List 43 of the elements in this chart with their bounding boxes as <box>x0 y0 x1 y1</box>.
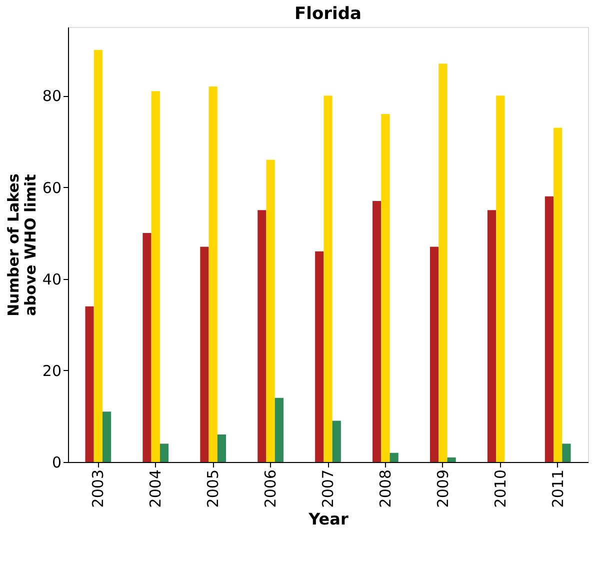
bar <box>332 420 341 462</box>
x-tick-label: 2007 <box>319 470 337 508</box>
bar <box>487 210 496 462</box>
x-tick-label: 2003 <box>89 470 108 508</box>
bar <box>381 114 390 462</box>
bar <box>430 246 439 462</box>
x-tick-label: 2005 <box>204 470 222 508</box>
bar <box>324 96 332 462</box>
bar <box>200 246 209 462</box>
chart-title: Florida <box>294 4 362 24</box>
bar <box>208 86 218 462</box>
bar <box>102 412 112 462</box>
x-tick-label: 2004 <box>146 470 165 508</box>
bar <box>496 96 505 462</box>
y-axis-title: Number of Lakes above WHO limit <box>4 174 40 316</box>
bar <box>160 444 169 462</box>
y-tick-label: 60 <box>42 178 62 197</box>
bar <box>85 306 94 462</box>
bar <box>554 128 562 462</box>
bar <box>390 452 398 462</box>
bar <box>151 91 160 462</box>
bar <box>217 434 226 462</box>
y-tick-label: 0 <box>52 454 62 472</box>
bar <box>447 457 456 462</box>
bar <box>142 233 152 462</box>
y-tick-label: 80 <box>42 87 62 106</box>
bar <box>438 64 448 462</box>
x-tick-label: 2010 <box>491 470 510 508</box>
bar <box>258 210 266 462</box>
x-tick-label: 2008 <box>376 470 394 508</box>
bar <box>544 196 554 462</box>
y-tick-label: 40 <box>42 270 62 288</box>
bar <box>372 201 382 462</box>
bar <box>274 398 284 462</box>
bar <box>266 160 275 462</box>
bar <box>315 251 324 462</box>
bar <box>94 50 102 462</box>
y-tick-label: 20 <box>42 362 62 380</box>
x-tick-label: 2011 <box>548 470 567 508</box>
x-axis-title: Year <box>308 510 348 529</box>
bar <box>562 444 571 462</box>
x-tick-label: 2006 <box>262 470 280 508</box>
x-tick-label: 2009 <box>434 470 452 508</box>
